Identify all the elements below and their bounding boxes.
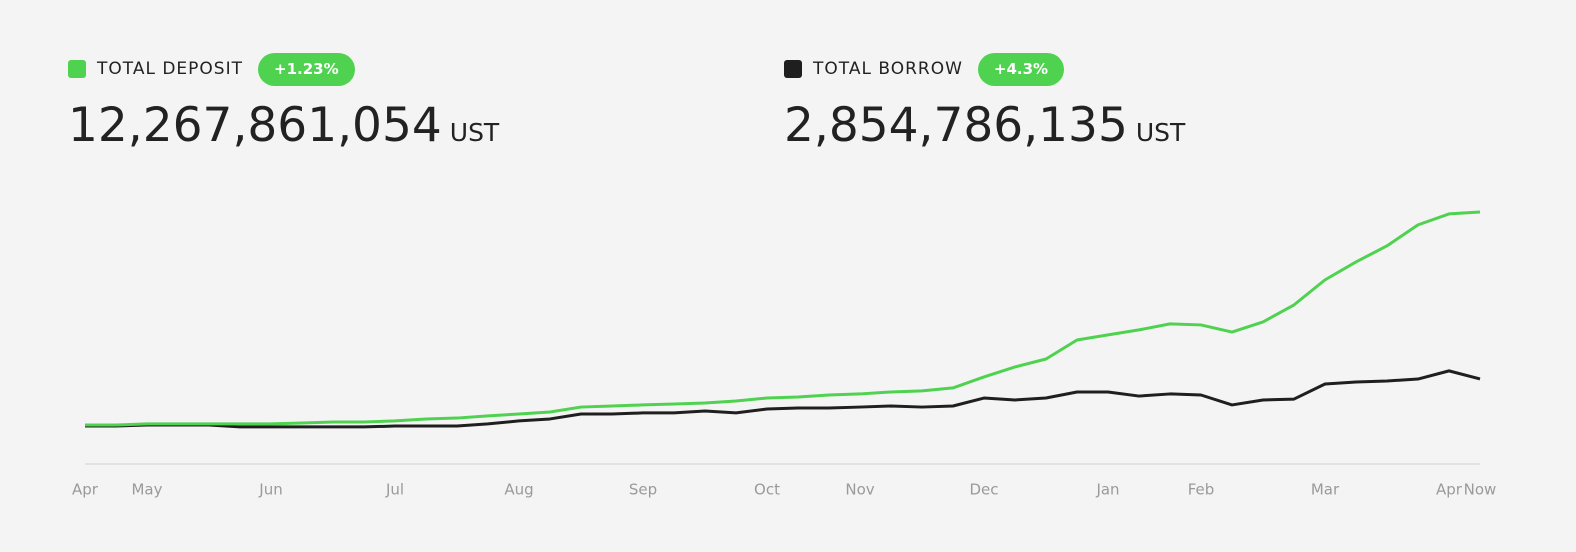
x-tick-label: Jun	[258, 481, 282, 499]
x-tick-label: Nov	[845, 481, 874, 499]
borrow-summary: TOTAL BORROW +4.3% 2,854,786,135 UST	[784, 52, 1185, 153]
legend-row: TOTAL DEPOSIT +1.23%	[68, 52, 499, 86]
series-line	[85, 210, 1481, 427]
x-tick-label: Apr	[72, 481, 99, 499]
x-tick-label: Aug	[504, 481, 533, 499]
series-line	[85, 369, 1481, 429]
x-tick-label: May	[131, 481, 162, 499]
legend-swatch	[784, 60, 802, 78]
x-tick-label: Jan	[1095, 481, 1119, 499]
change-badge: +4.3%	[977, 52, 1065, 86]
x-tick-label: Sep	[629, 481, 657, 499]
legend-label: TOTAL BORROW	[813, 59, 963, 79]
x-tick-label: Feb	[1188, 481, 1215, 499]
x-tick-label: Jul	[385, 481, 404, 499]
total-unit: UST	[449, 118, 500, 147]
total: 12,267,861,054 UST	[68, 98, 499, 153]
x-tick-label: Mar	[1311, 481, 1340, 499]
deposit-summary: TOTAL DEPOSIT +1.23% 12,267,861,054 UST	[68, 52, 499, 153]
legend-label: TOTAL DEPOSIT	[97, 59, 243, 79]
total-unit: UST	[1135, 118, 1186, 147]
change-badge: +1.23%	[258, 52, 355, 86]
x-tick-label: Apr	[1436, 481, 1463, 499]
x-tick-label: Dec	[969, 481, 998, 499]
legend-row: TOTAL BORROW +4.3%	[784, 52, 1185, 86]
legend-swatch	[68, 60, 86, 78]
total-value: 2,854,786,135	[784, 98, 1128, 153]
total-value: 12,267,861,054	[68, 98, 442, 153]
total: 2,854,786,135 UST	[784, 98, 1185, 153]
x-tick-label: Now	[1464, 481, 1497, 499]
x-tick-label: Oct	[754, 481, 780, 499]
